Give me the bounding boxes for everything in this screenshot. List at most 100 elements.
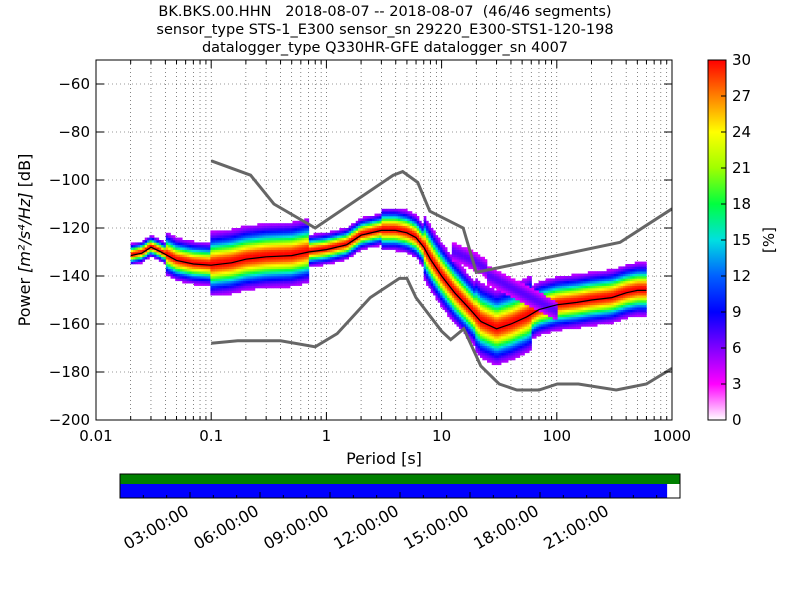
heat-cell xyxy=(465,264,469,267)
heat-cell xyxy=(547,292,551,296)
heat-cell xyxy=(233,278,237,282)
heat-cell xyxy=(569,278,572,282)
heat-cell xyxy=(151,235,155,238)
heat-cell xyxy=(393,211,396,214)
heat-cell xyxy=(426,276,429,279)
heat-cell xyxy=(212,249,216,253)
heat-cell xyxy=(644,271,647,274)
heat-cell xyxy=(407,240,410,243)
heat-cell xyxy=(360,220,364,224)
heat-cell xyxy=(465,312,469,315)
heat-cell xyxy=(529,276,532,279)
heat-cell xyxy=(580,273,584,277)
heat-cell xyxy=(442,292,446,296)
heat-cell xyxy=(290,247,293,250)
heat-cell xyxy=(627,307,631,310)
heat-cell xyxy=(447,268,450,272)
heat-cell xyxy=(158,256,162,260)
heat-cell xyxy=(618,292,621,296)
heat-cell xyxy=(625,314,628,318)
heat-cell xyxy=(529,283,532,286)
heat-cell xyxy=(454,309,457,313)
heat-cell xyxy=(229,266,232,270)
heat-cell xyxy=(517,307,521,310)
heat-cell xyxy=(515,314,518,318)
heat-cell xyxy=(412,220,415,224)
heat-cell xyxy=(540,314,544,318)
heat-cell xyxy=(472,285,476,289)
heat-cell xyxy=(297,268,300,272)
heat-cell xyxy=(236,254,239,258)
heat-cell xyxy=(604,309,607,313)
heat-cell xyxy=(147,252,150,255)
heat-cell xyxy=(172,276,176,279)
heat-cell xyxy=(339,242,342,246)
heat-cell xyxy=(154,247,157,250)
heat-cell xyxy=(637,304,640,308)
heat-cell xyxy=(637,307,640,310)
heat-cell xyxy=(320,247,324,250)
heat-cell xyxy=(182,280,185,284)
heat-cell xyxy=(395,237,399,241)
heat-cell xyxy=(259,247,263,250)
heat-cell xyxy=(423,259,427,262)
heat-cell xyxy=(205,266,209,270)
heat-cell xyxy=(318,261,321,265)
heat-cell xyxy=(224,288,228,291)
heat-cell xyxy=(400,244,403,248)
heat-cell xyxy=(193,273,197,277)
heat-cell xyxy=(634,292,638,296)
heat-cell xyxy=(311,240,314,243)
heat-cell xyxy=(271,240,274,243)
heat-cell xyxy=(442,268,446,272)
heat-cell xyxy=(290,256,293,260)
heat-cell xyxy=(407,228,410,231)
heat-cell xyxy=(261,232,265,236)
heat-cell xyxy=(433,240,436,243)
heat-cell xyxy=(226,266,230,270)
heat-cell xyxy=(193,256,197,260)
heat-cell xyxy=(590,312,593,315)
heat-cell xyxy=(449,307,453,310)
heat-cell xyxy=(353,235,357,238)
heat-cell xyxy=(440,300,443,303)
heat-cell xyxy=(276,271,279,274)
heat-cell xyxy=(451,309,455,313)
heat-cell xyxy=(449,314,453,318)
heat-cell xyxy=(386,242,389,246)
heat-cell xyxy=(154,237,157,241)
heat-cell xyxy=(526,309,530,313)
heat-cell xyxy=(468,292,471,296)
heat-cell xyxy=(172,264,176,267)
heat-cell xyxy=(144,247,148,250)
heat-cell xyxy=(475,319,478,322)
heat-cell xyxy=(198,266,202,270)
heat-cell xyxy=(487,295,490,298)
heat-cell xyxy=(559,321,563,325)
heat-cell xyxy=(611,300,614,303)
heat-cell xyxy=(632,278,636,282)
heat-cell xyxy=(163,249,167,253)
heat-cell xyxy=(515,302,518,306)
heat-cell xyxy=(503,355,507,358)
heat-cell xyxy=(508,297,511,301)
heat-cell xyxy=(397,240,401,243)
heat-cell xyxy=(196,261,199,265)
heat-cell xyxy=(273,244,277,248)
heat-cell xyxy=(604,319,607,322)
heat-cell xyxy=(576,314,579,318)
heat-cell xyxy=(285,261,289,265)
heat-cell xyxy=(210,256,214,260)
heat-cell xyxy=(533,309,537,313)
heat-cell xyxy=(440,264,443,267)
heat-cell xyxy=(510,333,514,337)
heat-cell xyxy=(508,307,511,310)
heat-cell xyxy=(479,266,483,270)
heat-cell xyxy=(482,350,485,354)
heat-cell xyxy=(611,283,614,286)
heat-cell xyxy=(205,276,209,279)
heat-cell xyxy=(229,237,232,241)
heat-cell xyxy=(526,316,530,320)
heat-cell xyxy=(477,352,481,356)
heat-cell xyxy=(590,316,593,320)
